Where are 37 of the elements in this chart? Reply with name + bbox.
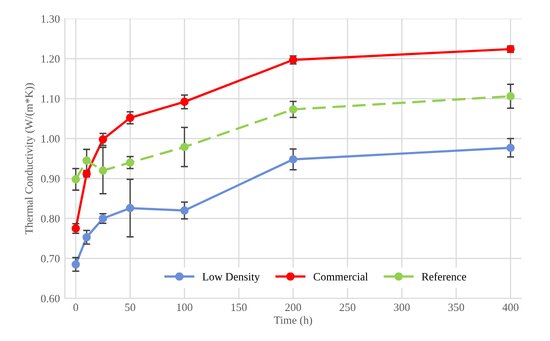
legend-label: Low Density	[202, 273, 260, 283]
point	[126, 158, 134, 167]
y-tick-label: 1.10	[42, 95, 60, 103]
y-tick-label: 0.60	[41, 294, 60, 302]
x-tick-label: 50	[125, 304, 136, 312]
x-tick-label: 400	[502, 304, 518, 312]
x-axis-title: Time (h)	[274, 316, 312, 326]
y-axis-title: Thermal Conductivity (W/(m*K))	[24, 83, 36, 234]
x-tick-label: 250	[340, 304, 356, 312]
point	[180, 98, 189, 106]
x-tick-label: 150	[231, 304, 247, 312]
point	[180, 142, 189, 152]
x-tick-label: 0	[73, 304, 78, 312]
point	[506, 92, 515, 100]
point	[180, 206, 189, 215]
point	[126, 204, 134, 212]
point	[288, 105, 298, 114]
point	[126, 114, 134, 122]
point	[506, 144, 515, 152]
point	[82, 233, 91, 242]
point	[72, 175, 80, 184]
y-tick-label: 1.00	[42, 135, 60, 143]
y-tick-label: 0.70	[41, 254, 60, 262]
point	[288, 155, 298, 164]
y-tick-label: 1.20	[42, 55, 60, 63]
y-tick-label: 1.30	[42, 15, 60, 23]
point	[82, 156, 91, 165]
x-tick-label: 300	[394, 304, 410, 312]
x-tick-label: 100	[177, 304, 192, 312]
y-tick-label: 0.90	[41, 175, 60, 183]
legend-label: Commercial	[314, 272, 368, 280]
x-tick-label: 350	[448, 304, 464, 312]
point	[72, 260, 80, 269]
point	[98, 166, 108, 175]
legend-label: Reference	[422, 272, 466, 280]
y-tick-label: 0.80	[41, 214, 60, 222]
x-tick-label: 200	[285, 304, 302, 312]
